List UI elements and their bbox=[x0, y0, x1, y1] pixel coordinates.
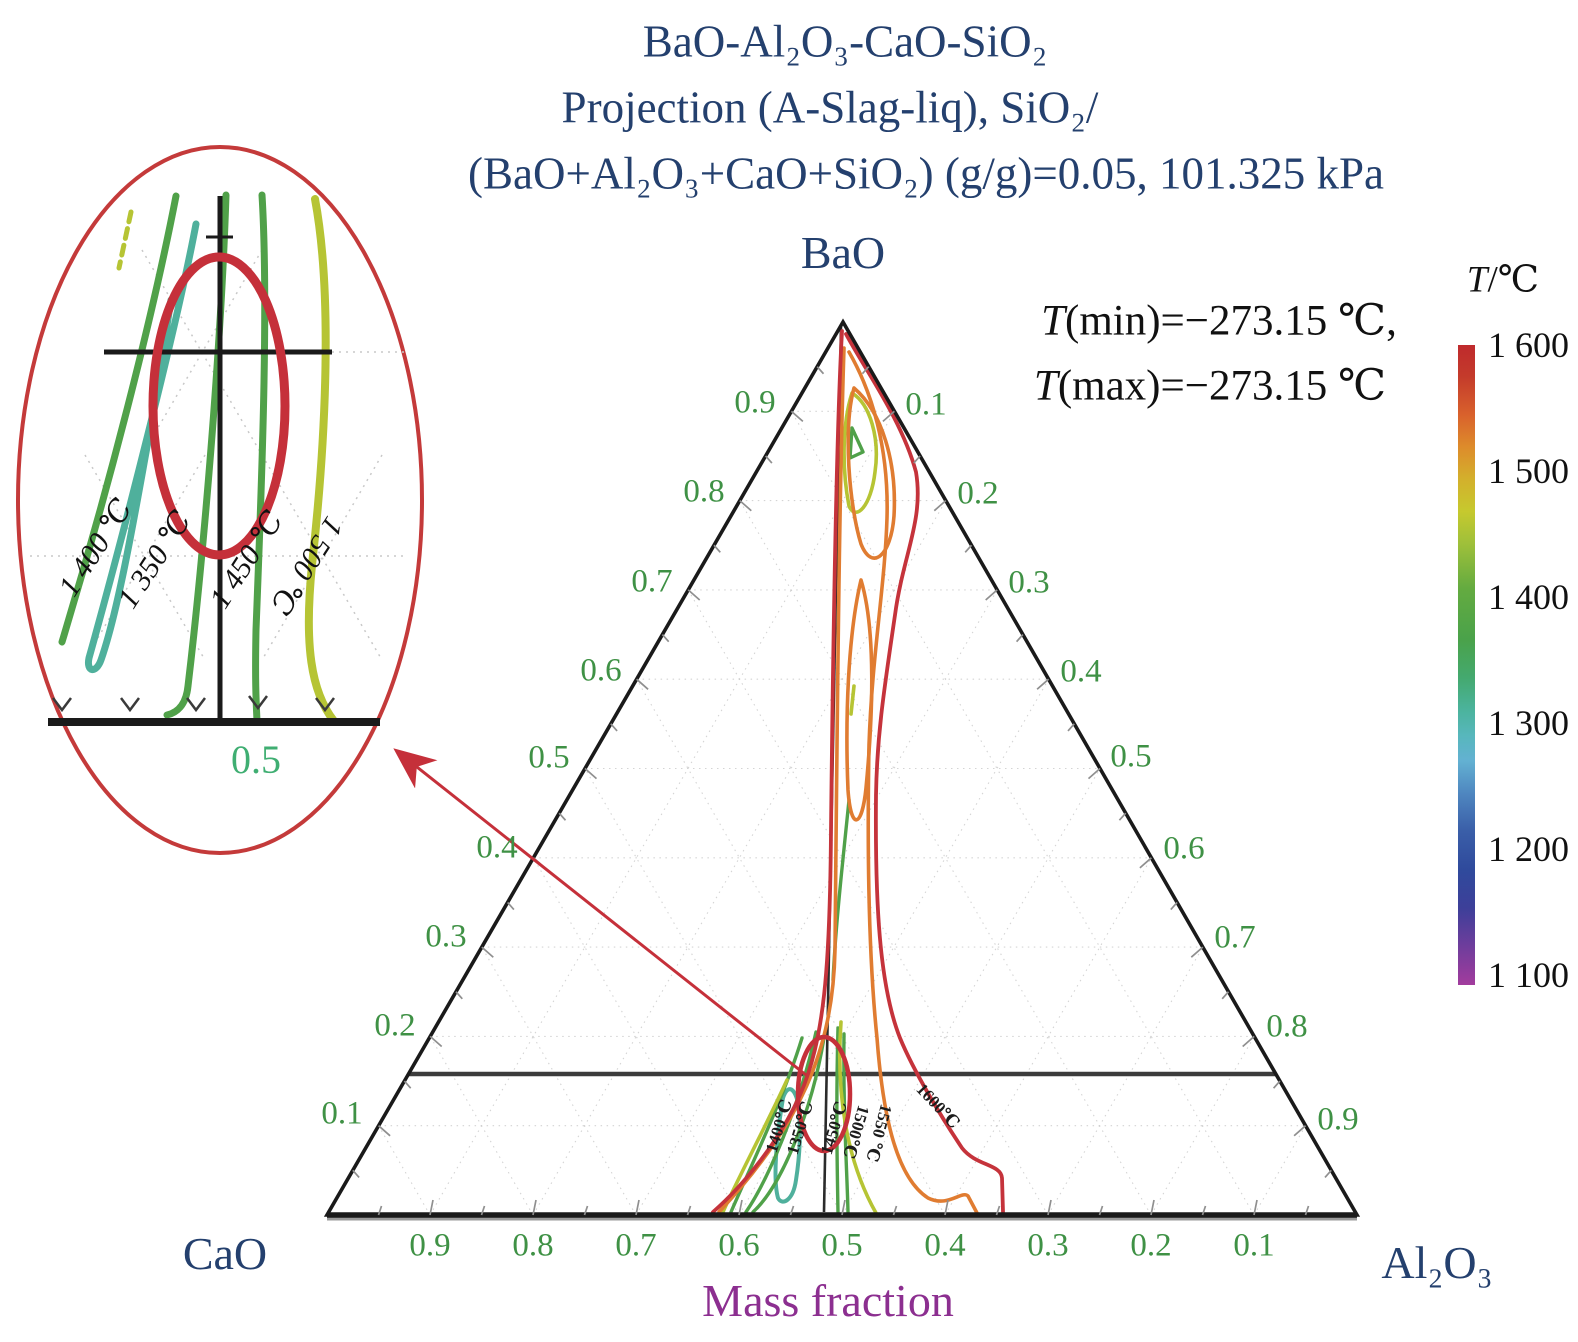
right-tick-0.7: 0.7 bbox=[1214, 919, 1256, 956]
bottom-tick-0.3: 0.3 bbox=[1027, 1227, 1069, 1264]
left-tick-0.7: 0.7 bbox=[631, 563, 673, 600]
inset-axis-tick-label: 0.5 bbox=[231, 737, 281, 782]
title-line-2: Projection (A-Slag-liq), SiO₂/ bbox=[561, 82, 1099, 133]
left-tick-0.4: 0.4 bbox=[476, 829, 518, 866]
inset-highlight-ellipse bbox=[148, 252, 290, 560]
left-tick-0.5: 0.5 bbox=[528, 739, 570, 776]
bottom-tick-0.7: 0.7 bbox=[615, 1227, 657, 1264]
colorbar-tick-1300: 1 300 bbox=[1488, 703, 1569, 743]
edge-ticks bbox=[352, 366, 1332, 1216]
highlight-ellipse-main bbox=[795, 1034, 853, 1154]
inset-grid bbox=[30, 249, 405, 661]
right-tick-0.9: 0.9 bbox=[1317, 1101, 1359, 1138]
t-symbol: T bbox=[1041, 297, 1066, 345]
t-symbol: T bbox=[1033, 362, 1058, 410]
colorbar-tick-1600: 1 600 bbox=[1488, 325, 1569, 365]
inset-axis-ticks bbox=[52, 695, 335, 713]
left-tick-0.3: 0.3 bbox=[425, 918, 467, 955]
t-min-value: (min)=−273.15 ℃, bbox=[1065, 297, 1397, 345]
right-tick-0.1: 0.1 bbox=[905, 386, 947, 423]
inset-contour-1400 bbox=[58, 192, 180, 646]
contour-curves bbox=[711, 329, 1005, 1215]
t-max-note: T(max)=−273.15 ℃ bbox=[1034, 365, 1386, 408]
inset-magnifier bbox=[16, 145, 424, 855]
bottom-tick-0.6: 0.6 bbox=[718, 1227, 760, 1264]
inset-contour-dashed bbox=[116, 209, 134, 271]
left-tick-0.1: 0.1 bbox=[321, 1095, 363, 1132]
component-top-label: BaO bbox=[800, 227, 886, 278]
right-tick-0.5: 0.5 bbox=[1110, 738, 1152, 775]
colorbar-title: T/℃ bbox=[1467, 262, 1539, 299]
right-tick-0.8: 0.8 bbox=[1266, 1008, 1308, 1045]
bottom-tick-0.4: 0.4 bbox=[924, 1227, 966, 1264]
title-line-1: BaO-Al₂O₃-CaO-SiO₂ bbox=[642, 16, 1048, 67]
bottom-tick-0.9: 0.9 bbox=[409, 1227, 451, 1264]
contour-1350 bbox=[773, 1087, 802, 1204]
left-tick-0.8: 0.8 bbox=[683, 473, 725, 510]
component-bottom-right-label: Al₂O₃ bbox=[1381, 1237, 1493, 1288]
colorbar-tick-1500: 1 500 bbox=[1488, 451, 1569, 491]
right-tick-0.2: 0.2 bbox=[957, 475, 999, 512]
t-min-note: T(min)=−273.15 ℃, bbox=[1041, 300, 1397, 343]
left-tick-0.9: 0.9 bbox=[734, 384, 776, 421]
axis-title: Mass fraction bbox=[702, 1275, 954, 1326]
contour-1600-group bbox=[711, 329, 1005, 1214]
colorbar-gradient bbox=[1458, 345, 1475, 985]
right-tick-0.6: 0.6 bbox=[1163, 830, 1205, 867]
inset-contour-1500 bbox=[304, 195, 338, 725]
colorbar-title-unit: /℃ bbox=[1487, 259, 1540, 301]
component-bottom-left-label: CaO bbox=[182, 1228, 268, 1279]
bottom-tick-0.1: 0.1 bbox=[1233, 1227, 1275, 1264]
colorbar-title-symbol: T bbox=[1466, 259, 1488, 301]
bottom-tick-0.8: 0.8 bbox=[512, 1227, 554, 1264]
right-tick-0.3: 0.3 bbox=[1008, 564, 1050, 601]
t-max-value: (max)=−273.15 ℃ bbox=[1057, 362, 1387, 410]
inset-contour-1450b bbox=[252, 191, 269, 725]
bottom-tick-0.5: 0.5 bbox=[821, 1227, 863, 1264]
inset-axes bbox=[48, 196, 380, 726]
colorbar-tick-1200: 1 200 bbox=[1488, 829, 1569, 869]
right-tick-0.4: 0.4 bbox=[1060, 653, 1102, 690]
colorbar-tick-1400: 1 400 bbox=[1488, 577, 1569, 617]
title-line-3: (BaO+Al₂O₃+CaO+SiO₂) (g/g)=0.05, 101.325… bbox=[467, 148, 1385, 199]
colorbar-tick-1100: 1 100 bbox=[1488, 955, 1569, 995]
bottom-tick-0.2: 0.2 bbox=[1130, 1227, 1172, 1264]
left-tick-0.2: 0.2 bbox=[374, 1007, 416, 1044]
magnifier-arrow bbox=[393, 748, 807, 1077]
left-tick-0.6: 0.6 bbox=[580, 652, 622, 689]
